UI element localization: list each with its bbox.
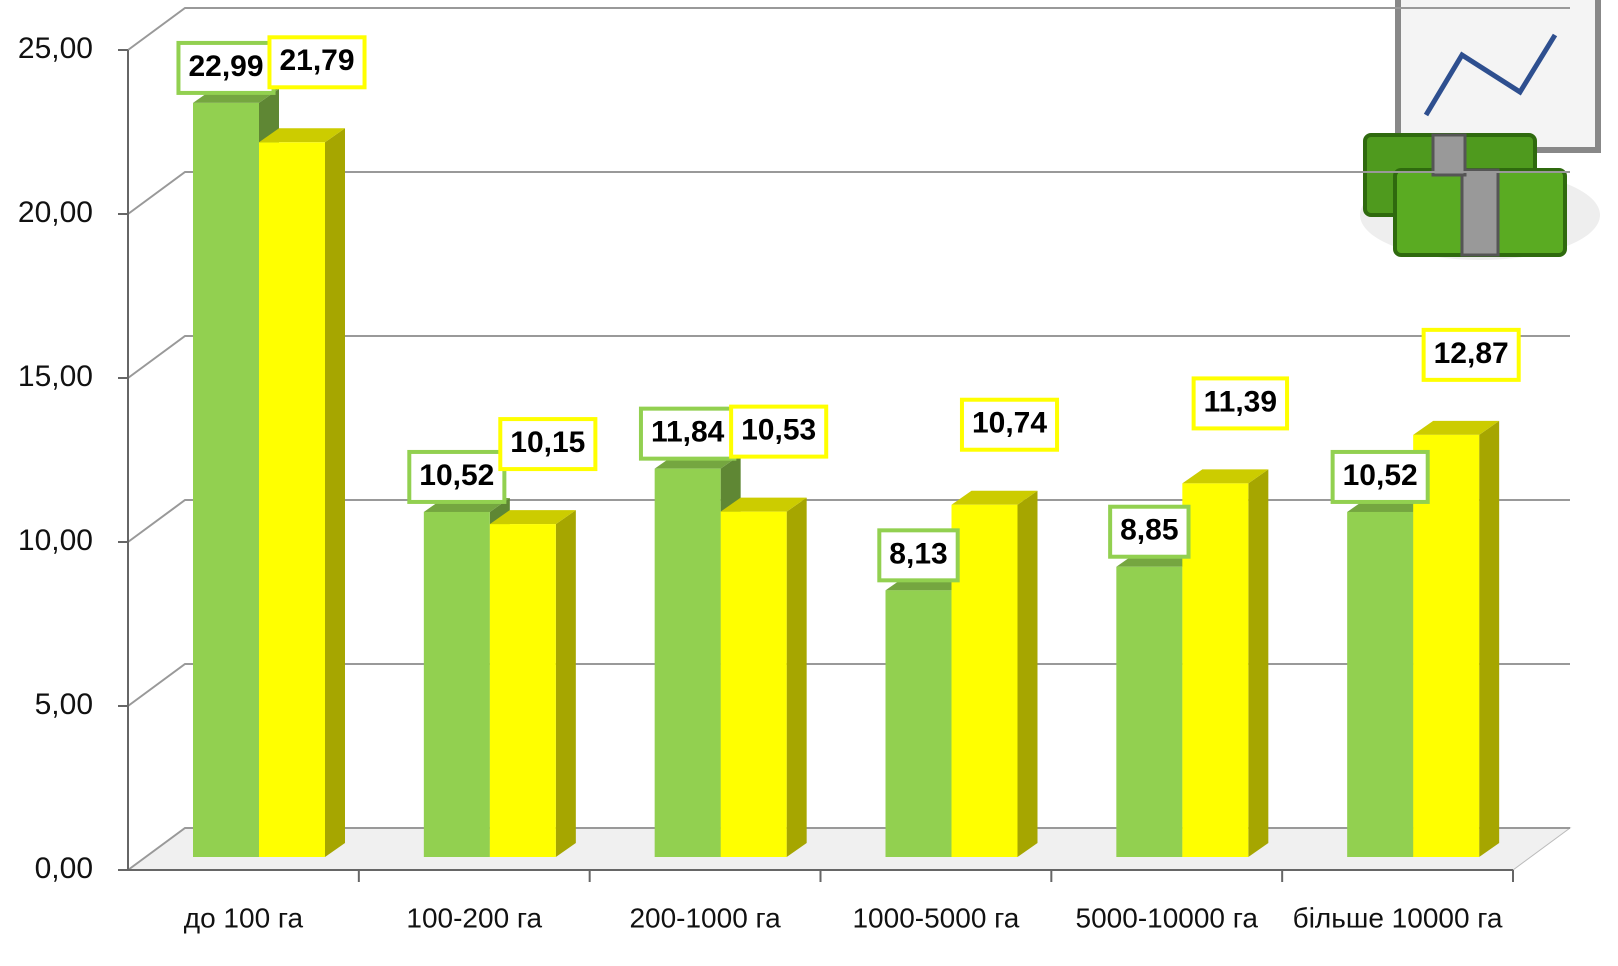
- value-label-box: [407, 449, 507, 504]
- value-label-text: 12,87: [1434, 337, 1509, 370]
- value-label-text: 22,99: [188, 50, 263, 83]
- value-label: 21,79: [267, 35, 367, 90]
- bar-front: [1182, 483, 1249, 857]
- value-label: 10,52: [407, 449, 507, 504]
- bar-top: [1413, 420, 1500, 435]
- value-label: 10,52: [1330, 449, 1430, 504]
- bar-front: [259, 142, 325, 858]
- bar-top: [489, 510, 576, 525]
- value-label-text: 8,13: [889, 537, 947, 570]
- value-label-text: 10,52: [1343, 459, 1418, 492]
- value-label: 10,53: [729, 404, 829, 459]
- value-label-text: 10,15: [510, 426, 585, 459]
- x-tick-label: 100-200 га: [406, 902, 542, 933]
- y-tick-label: 10,00: [18, 524, 93, 557]
- x-tick-label: 1000-5000 га: [852, 902, 1019, 933]
- value-label-text: 8,85: [1120, 514, 1178, 547]
- grid-line: [127, 335, 1570, 379]
- bar-front: [654, 468, 721, 857]
- value-label-box: [1108, 504, 1191, 559]
- bar: [951, 490, 1038, 857]
- value-label: 10,15: [498, 417, 598, 472]
- y-tick-label: 15,00: [18, 360, 93, 393]
- bar: [720, 497, 807, 857]
- value-label-text: 21,79: [279, 44, 354, 77]
- value-label-text: 10,52: [419, 459, 494, 492]
- bar-front: [1347, 511, 1414, 857]
- y-tick-label: 20,00: [18, 196, 93, 229]
- bar-side: [555, 510, 576, 857]
- x-tick-label: 200-1000 га: [629, 902, 781, 933]
- bar: [1182, 469, 1269, 857]
- bar: [259, 128, 345, 858]
- value-label-text: 10,53: [741, 414, 816, 447]
- grid-line: [127, 171, 1570, 215]
- bar-top: [720, 497, 807, 512]
- bar-front: [720, 511, 787, 857]
- bar-side: [786, 497, 807, 857]
- bar-side: [1479, 420, 1500, 857]
- value-label-box: [1421, 327, 1521, 382]
- y-tick-label: 25,00: [18, 32, 93, 65]
- value-label-text: 11,84: [651, 416, 725, 449]
- value-label-box: [959, 397, 1060, 452]
- value-label: 22,99: [176, 40, 276, 95]
- grid-line: [127, 499, 1570, 543]
- value-label: 8,13: [877, 528, 960, 583]
- grid-line: [127, 7, 1570, 51]
- grid-line: [127, 663, 1570, 707]
- bar-front: [1413, 434, 1480, 857]
- value-label-text: 10,74: [972, 407, 1047, 440]
- money-icon: [1360, 0, 1601, 260]
- value-label-box: [498, 417, 598, 472]
- bar: [1413, 420, 1500, 857]
- x-tick-label: 5000-10000 га: [1076, 902, 1259, 933]
- bar-front: [885, 590, 952, 857]
- value-label-box: [267, 35, 367, 90]
- value-label: 11,39: [1191, 376, 1290, 431]
- x-tick-label: до 100 га: [184, 902, 304, 933]
- bar-front: [193, 102, 259, 858]
- grid-line: [127, 827, 1570, 871]
- bar-top: [951, 490, 1038, 505]
- bar-top: [1182, 469, 1269, 484]
- y-tick-label: 5,00: [35, 688, 93, 721]
- bar-side: [325, 128, 345, 858]
- value-label: 11,84: [638, 406, 737, 461]
- value-label-box: [1191, 376, 1290, 431]
- x-tick-label: більше 10000 га: [1293, 902, 1503, 933]
- value-label-box: [729, 404, 829, 459]
- value-label: 8,85: [1108, 504, 1191, 559]
- bar-front: [1116, 566, 1183, 857]
- bar-front: [951, 504, 1018, 857]
- value-label-text: 11,39: [1204, 385, 1277, 418]
- value-label: 12,87: [1421, 327, 1521, 382]
- y-tick-label: 0,00: [35, 852, 93, 885]
- bar-front: [423, 511, 490, 857]
- bar-side: [1248, 469, 1269, 857]
- value-label-box: [638, 406, 737, 461]
- value-label: 10,74: [959, 397, 1060, 452]
- value-label-box: [877, 528, 960, 583]
- bar: [489, 510, 576, 857]
- bar-front: [489, 524, 556, 857]
- bar-side: [1017, 490, 1038, 857]
- bar-top: [259, 128, 345, 143]
- value-label-box: [1330, 449, 1430, 504]
